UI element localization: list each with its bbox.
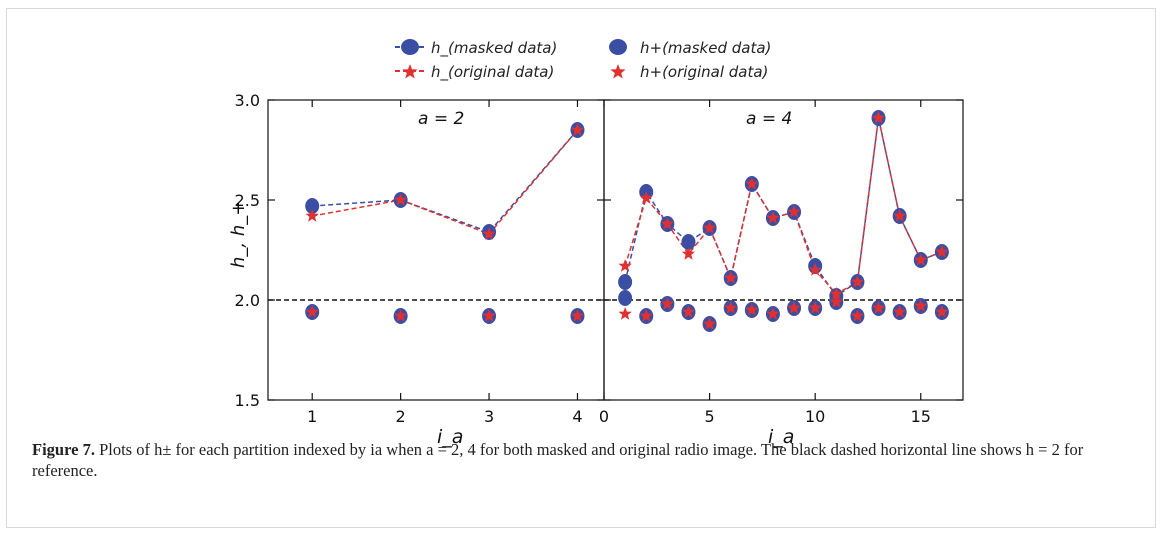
data-point-masked (618, 274, 633, 290)
x-tick-label: 15 (911, 407, 931, 426)
y-tick-label: 2.0 (235, 291, 260, 310)
data-point-original (724, 301, 738, 314)
y-tick-label: 3.0 (235, 91, 260, 110)
panel-a4-frame (603, 99, 964, 401)
legend-label-h-plus-masked: h+(masked data) (640, 39, 771, 57)
y-tick-label: 2.5 (235, 191, 260, 210)
x-tick-label: 3 (484, 407, 494, 426)
series-line-1 (312, 129, 579, 235)
data-point-original (639, 191, 653, 204)
data-point-original (808, 301, 822, 314)
panel-label-a2: a = 2 (418, 109, 464, 129)
series-line-0 (312, 129, 579, 233)
data-point-original (394, 309, 408, 322)
data-point-original (305, 305, 319, 318)
legend-marker-h-minus-original (402, 64, 418, 79)
data-point-original (724, 271, 738, 284)
y-axis-label: h_, h_+ (228, 201, 249, 268)
data-point-original (850, 275, 865, 288)
legend-marker-h-plus-masked (609, 39, 627, 55)
data-point-masked (305, 198, 320, 214)
data-point-original (871, 111, 886, 124)
x-tick-label: 4 (572, 407, 582, 426)
legend-label-h-plus-original: h+(original data) (640, 63, 768, 81)
x-axis-label-a2: i_a (437, 426, 463, 448)
data-point-original (871, 301, 886, 314)
legend-label-h-minus-masked: h_(masked data) (431, 39, 557, 58)
data-point-masked (681, 234, 696, 250)
data-point-original (829, 295, 843, 308)
data-point-original (660, 217, 674, 230)
x-tick-label: 2 (396, 407, 406, 426)
data-point-original (893, 305, 907, 318)
data-point-original (660, 297, 674, 310)
data-point-original (787, 301, 801, 314)
data-point-original (482, 309, 496, 322)
legend-label-h-minus-original: h_(original data) (431, 63, 554, 82)
series-line-0 (624, 117, 943, 298)
data-point-original (639, 309, 653, 322)
data-point-original (570, 123, 585, 136)
data-point-original (935, 305, 949, 318)
data-point-original (570, 309, 585, 322)
data-point-original (766, 211, 780, 224)
x-axis-label-a4: i_a (768, 426, 794, 448)
axis-ticks: 1 2 3 4 1.5 2.0 2.5 3.0 0 5 10 15 (235, 91, 963, 426)
data-point-original (305, 209, 319, 222)
data-point-original (618, 307, 632, 320)
x-tick-label: 5 (704, 407, 714, 426)
data-point-original (702, 221, 717, 234)
data-point-original (702, 317, 717, 330)
x-tick-label: 0 (599, 407, 609, 426)
chart-marks (305, 110, 949, 332)
legend-marker-h-plus-original (610, 64, 626, 79)
data-point-original (893, 209, 907, 222)
data-point-original (681, 305, 696, 318)
figure-caption: Figure 7. Plots of h± for each partition… (32, 439, 1132, 481)
data-point-original (850, 309, 865, 322)
data-point-original (808, 263, 822, 276)
caption-label: Figure 7. (32, 440, 95, 459)
data-point-original (681, 247, 696, 260)
legend-marker-h-minus-masked (401, 39, 419, 55)
data-point-original (482, 227, 496, 240)
data-point-original (745, 303, 759, 316)
caption-text: Plots of h± for each partition indexed b… (32, 440, 1084, 480)
data-point-original (394, 193, 408, 206)
data-point-original (766, 307, 780, 320)
y-tick-label: 1.5 (235, 391, 260, 410)
data-point-original (745, 177, 759, 190)
data-point-original (935, 245, 949, 258)
panel-a2-frame (267, 99, 605, 401)
legend: h_(masked data) h_(original data) h+(mas… (395, 39, 771, 82)
data-point-original (787, 205, 801, 218)
data-point-original (829, 287, 843, 300)
data-point-original (618, 259, 632, 272)
data-point-original (914, 299, 928, 312)
x-tick-label: 10 (805, 407, 825, 426)
data-point-masked (618, 290, 633, 306)
data-point-original (914, 253, 928, 266)
x-tick-label: 1 (307, 407, 317, 426)
series-line-1 (624, 117, 943, 295)
panel-label-a4: a = 4 (746, 109, 792, 129)
figure-frame (6, 8, 1156, 528)
